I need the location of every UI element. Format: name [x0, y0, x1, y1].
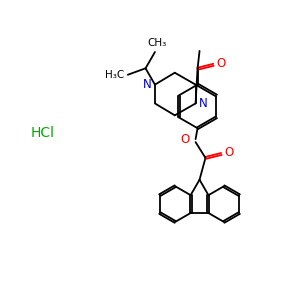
Text: O: O — [224, 146, 234, 160]
Text: HCl: HCl — [31, 126, 55, 140]
Text: O: O — [180, 133, 190, 146]
Text: N: N — [143, 78, 152, 91]
Text: CH₃: CH₃ — [147, 38, 167, 48]
Text: O: O — [216, 57, 226, 70]
Text: H₃C: H₃C — [105, 70, 124, 80]
Text: N: N — [199, 97, 207, 110]
